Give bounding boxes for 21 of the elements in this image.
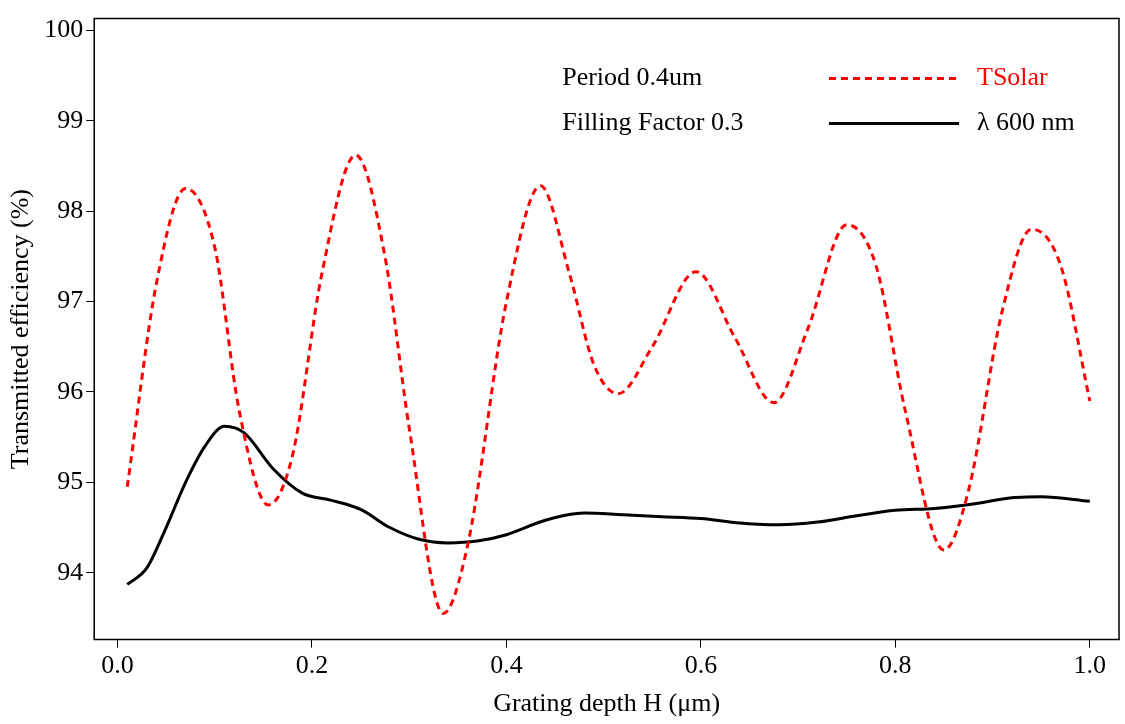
y-tick-label: 96: [57, 375, 84, 405]
annotation: Period 0.4um: [562, 62, 703, 92]
x-tick-label: 1.0: [1073, 650, 1107, 680]
y-tick-label: 95: [57, 466, 84, 496]
x-axis-title: Grating depth H (μm): [493, 688, 721, 718]
x-tick-label: 0.8: [879, 650, 912, 680]
y-tick-label: 100: [44, 14, 84, 44]
line-series: [125, 424, 1092, 586]
y-tick-label: 94: [57, 556, 84, 586]
y-axis-title: Transmitted efficiency (%): [5, 189, 35, 470]
legend-label: TSolar: [977, 62, 1049, 92]
x-tick-label: 0.2: [295, 650, 329, 680]
y-tick-label: 97: [57, 285, 84, 315]
x-tick-label: 0.4: [490, 650, 523, 680]
y-tick-label: 98: [57, 194, 84, 224]
line-series: [125, 153, 1092, 615]
legend-label: λ 600 nm: [977, 107, 1075, 137]
x-tick-label: 0.0: [101, 650, 134, 680]
annotation: Filling Factor 0.3: [562, 107, 744, 137]
y-tick-label: 99: [57, 104, 84, 134]
x-tick-label: 0.6: [684, 650, 718, 680]
